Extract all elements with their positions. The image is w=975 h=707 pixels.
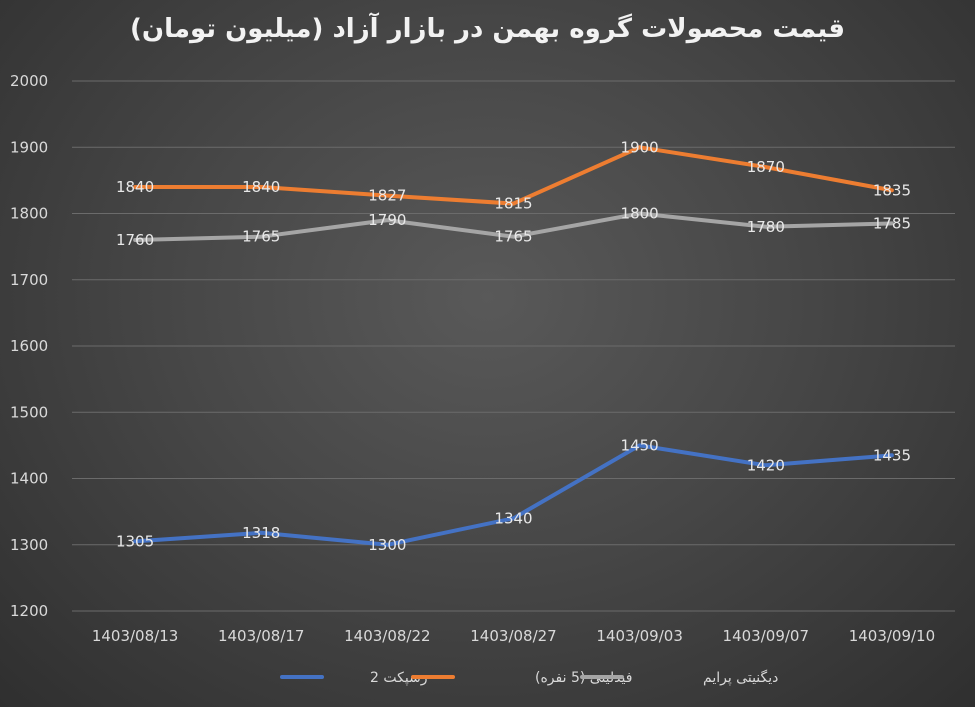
series-line	[133, 443, 894, 547]
data-label: 1760	[116, 231, 154, 249]
data-label: 1300	[368, 536, 406, 554]
data-label: 1318	[242, 524, 280, 542]
x-tick-label: 1403/08/13	[92, 627, 178, 645]
y-tick-label: 1900	[10, 138, 48, 156]
y-tick-label: 1600	[10, 337, 48, 355]
data-label: 1840	[116, 178, 154, 196]
data-label: 1835	[873, 181, 911, 199]
data-label: 1765	[494, 228, 532, 246]
data-label: 1340	[494, 509, 532, 527]
y-tick-label: 1700	[10, 271, 48, 289]
data-label: 1435	[873, 446, 911, 464]
x-tick-label: 1403/09/03	[596, 627, 682, 645]
data-label: 1420	[747, 456, 785, 474]
chart-title: قیمت محصولات گروه بهمن در بازار آزاد (می…	[130, 14, 845, 44]
data-label: 1780	[747, 218, 785, 236]
y-tick-label: 1400	[10, 470, 48, 488]
x-tick-label: 1403/09/07	[723, 627, 809, 645]
data-label: 1900	[621, 138, 659, 156]
data-label: 1790	[368, 211, 406, 229]
legend-label: دیگنیتی پرایم	[703, 669, 778, 686]
series-line	[133, 211, 894, 242]
x-tick-label: 1403/08/22	[344, 627, 430, 645]
data-label: 1827	[368, 187, 406, 205]
series-line	[133, 145, 894, 206]
x-tick-label: 1403/09/10	[849, 627, 935, 645]
y-tick-label: 1500	[10, 403, 48, 421]
data-label: 1785	[873, 214, 911, 232]
data-label: 1765	[242, 228, 280, 246]
x-tick-label: 1403/08/27	[470, 627, 556, 645]
data-label: 1800	[621, 205, 659, 223]
y-tick-label: 1200	[10, 602, 48, 620]
legend-label: رسپکت 2	[370, 670, 428, 686]
data-label: 1450	[621, 436, 659, 454]
data-label: 1815	[494, 195, 532, 213]
data-label: 1840	[242, 178, 280, 196]
y-tick-label: 2000	[10, 72, 48, 90]
x-tick-label: 1403/08/17	[218, 627, 304, 645]
data-label: 1305	[116, 532, 154, 550]
y-tick-label: 1800	[10, 205, 48, 223]
y-tick-label: 1300	[10, 536, 48, 554]
data-label: 1870	[747, 158, 785, 176]
